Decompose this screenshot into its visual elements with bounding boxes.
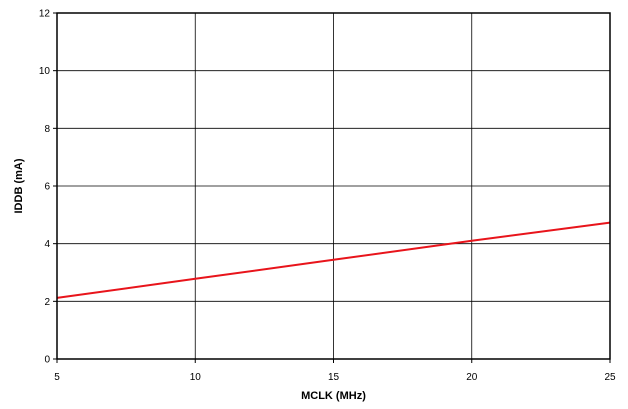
y-tick-label: 2 (44, 297, 50, 308)
y-tick-label: 0 (44, 355, 50, 366)
x-tick-labels: 5 10 15 20 25 (54, 372, 616, 383)
x-tick-label: 5 (54, 372, 60, 383)
y-tick-label: 12 (39, 9, 51, 20)
y-tick-label: 8 (44, 124, 50, 135)
y-tick-label: 6 (44, 182, 50, 193)
ticks (53, 12, 611, 363)
series-line (56, 221, 611, 299)
x-axis-title: MCLK (MHz) (301, 390, 366, 402)
y-axis-title: IDDB (mA) (13, 158, 25, 213)
series-layer (56, 221, 611, 299)
y-tick-labels: 0 2 4 6 8 10 12 (39, 9, 51, 366)
x-tick-label: 20 (466, 372, 478, 383)
y-tick-label: 4 (44, 239, 50, 250)
x-tick-label: 10 (190, 372, 202, 383)
y-tick-label: 10 (39, 66, 51, 77)
x-tick-label: 25 (604, 372, 616, 383)
x-tick-label: 15 (328, 372, 340, 383)
